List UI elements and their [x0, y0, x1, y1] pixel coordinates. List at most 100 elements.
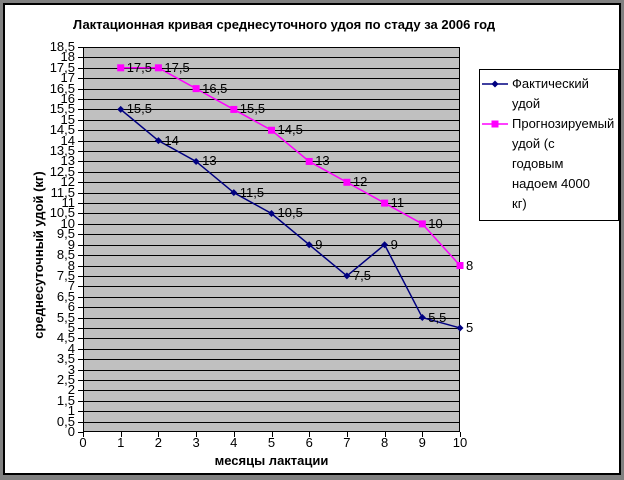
- y-tick-label: 7: [67, 278, 75, 294]
- series-0-data-label: 15,5: [126, 101, 152, 117]
- x-tick-label: 3: [192, 435, 200, 450]
- series-0-marker: [305, 241, 313, 249]
- y-tick-label: 0: [67, 424, 75, 439]
- y-tick-label: 3,5: [56, 351, 75, 367]
- y-tick-label: 2,5: [56, 371, 75, 387]
- legend-square-marker-icon: [482, 120, 508, 128]
- series-0-marker: [117, 105, 125, 113]
- x-tick-label: 2: [154, 435, 162, 450]
- y-tick-label: 18: [60, 49, 75, 65]
- plot-border: [83, 47, 460, 432]
- y-tick-label: 14: [60, 132, 75, 148]
- series-1-data-label: 15,5: [239, 101, 266, 117]
- plot-area: [78, 47, 464, 437]
- y-tick-label: 12: [60, 174, 75, 190]
- series-1-marker: [418, 220, 426, 228]
- y-tick-label: 0,5: [56, 413, 75, 429]
- chart-frame: Лактационная кривая среднесуточного удоя…: [3, 3, 621, 475]
- y-tick-label: 1,5: [56, 392, 75, 408]
- y-tick-label: 5: [67, 319, 75, 335]
- y-tick-label: 6: [67, 299, 75, 315]
- series-1-marker: [192, 85, 200, 93]
- series-0-marker: [343, 272, 351, 280]
- y-tick-label: 17,5: [49, 59, 75, 75]
- y-tick-label: 4: [67, 340, 75, 356]
- series-0-data-label: 7,5: [352, 267, 371, 283]
- series-1-data-label: 17,5: [164, 59, 190, 75]
- series-1-marker: [230, 105, 238, 113]
- series-0-data-label: 11,5: [239, 184, 265, 200]
- y-tick-label: 8,5: [56, 247, 75, 263]
- series-1-data-label: 11: [390, 195, 405, 211]
- series-1-data-label: 13: [315, 153, 330, 169]
- y-tick-label: 12,5: [49, 163, 75, 179]
- y-tick-label: 11: [61, 195, 76, 211]
- series-0-marker: [154, 137, 162, 145]
- series-1-data-label: 17,5: [126, 59, 152, 75]
- series-0-marker: [381, 241, 389, 249]
- series-0-data-label: 13: [202, 153, 217, 169]
- series-0-data-label: 5,5: [428, 309, 447, 325]
- series-1-marker: [154, 64, 162, 72]
- series-1-marker: [268, 126, 275, 134]
- y-tick-label: 6,5: [56, 288, 75, 304]
- x-tick-label: 0: [79, 435, 87, 450]
- series-1-marker: [456, 262, 464, 270]
- series-0-marker: [268, 209, 275, 217]
- y-tick-label: 3: [67, 361, 75, 377]
- series-1-line: [120, 67, 461, 267]
- series-0-marker: [230, 189, 238, 197]
- series-0-data-label: 5: [466, 319, 474, 335]
- series-1-data-label: 14,5: [277, 122, 303, 138]
- series-1-data-label: 10: [428, 215, 443, 231]
- x-tick-label: 7: [343, 435, 351, 450]
- series-1-marker: [117, 64, 125, 72]
- y-tick-label: 9: [67, 236, 75, 252]
- series-0-data-label: 14: [164, 132, 179, 148]
- legend: Фактический удой Прогнозируемый удой (с г…: [479, 69, 619, 221]
- y-tick-label: 10: [60, 215, 75, 231]
- y-tick-label: 11,5: [50, 184, 75, 200]
- x-tick-label: 6: [305, 435, 313, 450]
- series-0-data-label: 9: [315, 236, 323, 252]
- y-tick-label: 18,5: [49, 39, 75, 54]
- chart-title: Лактационная кривая среднесуточного удоя…: [73, 17, 496, 32]
- y-tick-label: 5,5: [56, 309, 75, 325]
- y-tick-label: 8: [67, 257, 75, 273]
- x-tick-label: 1: [117, 435, 125, 450]
- legend-entry: Прогнозируемый удой (с годовым надоем 40…: [482, 114, 618, 214]
- series-0-marker: [456, 324, 464, 332]
- x-tick-label: 4: [230, 435, 238, 450]
- y-tick-label: 15: [60, 111, 75, 127]
- legend-diamond-marker-icon: [482, 80, 508, 88]
- series-1-marker: [343, 178, 351, 186]
- series-1-data-label: 8: [466, 257, 474, 273]
- series-0-data-label: 10,5: [277, 205, 303, 221]
- x-tick-label: 5: [267, 435, 276, 450]
- legend-entry-label: Прогнозируемый удой (с годовым надоем 40…: [512, 116, 615, 211]
- series-1-data-label: 16,5: [202, 80, 228, 96]
- series-1-marker: [305, 157, 313, 165]
- y-tick-label: 7,5: [56, 267, 75, 283]
- y-tick-label: 16,5: [49, 80, 75, 96]
- y-tick-label: 9,5: [56, 226, 75, 242]
- series-0-marker: [192, 157, 200, 165]
- x-tick-label: 8: [380, 435, 389, 450]
- legend-entry-label: Фактический удой: [512, 76, 589, 111]
- y-tick-label: 14,5: [49, 122, 75, 138]
- y-tick-label: 2: [67, 382, 75, 398]
- series-0-marker: [418, 314, 426, 322]
- x-axis-title: месяцы лактации: [214, 453, 329, 468]
- series-1-marker: [381, 199, 389, 207]
- y-tick-label: 4,5: [56, 330, 75, 346]
- series-1-data-label: 12: [352, 174, 368, 190]
- y-tick-label: 13: [60, 153, 75, 169]
- y-tick-label: 16: [60, 91, 75, 107]
- legend-entry: Фактический удой: [482, 74, 618, 114]
- y-tick-label: 10,5: [49, 205, 75, 221]
- y-tick-label: 15,5: [49, 101, 75, 117]
- y-tick-label: 1: [67, 403, 75, 419]
- y-tick-label: 13,5: [49, 143, 75, 159]
- y-tick-label: 17: [60, 70, 75, 86]
- plot-background: [83, 47, 460, 432]
